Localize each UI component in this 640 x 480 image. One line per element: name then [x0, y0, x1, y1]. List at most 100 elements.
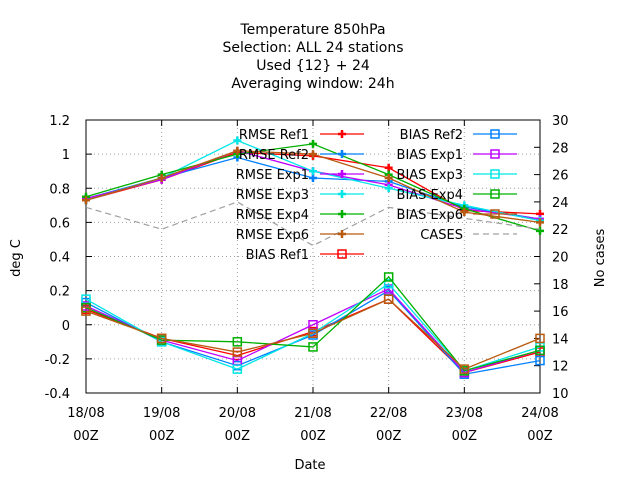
data-point — [383, 294, 394, 304]
data-point — [383, 272, 394, 282]
data-point — [309, 174, 317, 183]
legend-item: BIAS Exp4 — [397, 188, 517, 203]
y-tick-label: 0.2 — [49, 285, 70, 300]
y-tick-label: -0.4 — [45, 387, 70, 402]
title-line: Used {12} + 24 — [256, 58, 370, 74]
y2-tick-label: 14 — [552, 332, 569, 347]
x-tick-label-time: 00Z — [73, 429, 99, 444]
series-lines — [81, 136, 545, 379]
data-point — [232, 364, 243, 374]
data-point — [460, 208, 469, 217]
legend-item: RMSE Ref2 — [239, 148, 364, 163]
y2-tick-label: 24 — [552, 196, 569, 211]
legend-item: RMSE Exp1 — [236, 168, 364, 183]
legend-label: RMSE Exp6 — [236, 228, 309, 243]
data-point — [338, 170, 346, 178]
legend-item: BIAS Exp1 — [397, 148, 517, 163]
series-bias-exp6 — [81, 294, 545, 374]
data-point — [157, 174, 166, 183]
data-point — [536, 226, 544, 235]
series-line — [85, 298, 541, 370]
data-point — [308, 328, 318, 339]
legend-item: RMSE Exp3 — [236, 188, 364, 203]
data-point — [536, 218, 544, 227]
data-point — [338, 190, 346, 198]
series-rmse-exp6 — [82, 146, 544, 227]
data-point — [459, 364, 470, 374]
y2-tick-label: 18 — [552, 278, 569, 293]
x-tick-label-time: 00Z — [149, 429, 175, 444]
data-point — [309, 150, 317, 159]
data-point — [156, 333, 167, 344]
legend-label: BIAS Ref2 — [400, 128, 463, 143]
data-point — [490, 169, 500, 179]
series-line — [85, 276, 541, 372]
legend-label: CASES — [420, 228, 463, 243]
data-point — [384, 163, 393, 172]
data-point — [490, 209, 500, 219]
data-point — [232, 337, 243, 347]
legend-label: RMSE Ref1 — [239, 128, 309, 143]
y2-tick-label: 22 — [552, 223, 569, 238]
y-tick-label: -0.2 — [45, 353, 70, 368]
legend-label: BIAS Exp1 — [397, 148, 463, 163]
data-point — [535, 355, 545, 366]
data-point — [535, 345, 545, 356]
y2-tick-label: 10 — [552, 387, 569, 402]
x-tick-label-date: 21/08 — [294, 406, 331, 421]
data-point — [338, 130, 346, 138]
title-line: Selection: ALL 24 stations — [222, 40, 403, 56]
legend-item: BIAS Ref2 — [400, 128, 517, 143]
legend-label: RMSE Ref2 — [239, 148, 309, 163]
series-bias-exp4 — [81, 272, 545, 376]
legend-item: BIAS Exp3 — [397, 168, 517, 183]
data-point — [384, 184, 393, 193]
legend-label: RMSE Exp1 — [236, 168, 309, 183]
axes: -0.4 -0.2 0 0.2 0.4 0.6 0.8 1 1.2 10 12 14 16 18 20 22 2… — [45, 114, 569, 444]
legend-item: BIAS Ref1 — [246, 248, 364, 263]
data-point — [82, 196, 90, 205]
legend-label: BIAS Ref1 — [246, 248, 309, 263]
data-point — [233, 136, 242, 145]
data-point — [338, 210, 346, 218]
y-tick-label: 1 — [62, 148, 70, 163]
data-point — [490, 129, 500, 139]
chart-title: Temperature 850hPa Selection: ALL 24 stat… — [222, 22, 403, 92]
legend-label: BIAS Exp3 — [397, 168, 463, 183]
data-point — [338, 230, 346, 238]
y-tick-label: 0.4 — [49, 251, 70, 266]
x-tick-label-time: 00Z — [527, 429, 553, 444]
y2-tick-label: 20 — [552, 251, 569, 266]
x-tick-label-date: 23/08 — [446, 406, 483, 421]
y2-tick-label: 26 — [552, 169, 569, 184]
title-line: Temperature 850hPa — [239, 22, 385, 38]
x-tick-label-date: 20/08 — [219, 406, 256, 421]
data-point — [308, 342, 318, 352]
y-tick-label: 0.8 — [49, 182, 70, 197]
y2-tick-label: 30 — [552, 114, 569, 129]
y2-tick-label: 12 — [552, 360, 569, 375]
x-tick-label-time: 00Z — [300, 429, 326, 444]
data-point — [384, 174, 393, 183]
legend-item: BIAS Exp6 — [397, 208, 517, 223]
legend-label: BIAS Exp6 — [397, 208, 463, 223]
data-point — [383, 279, 394, 289]
x-tick-label-date: 19/08 — [143, 406, 180, 421]
legend-label: BIAS Exp4 — [397, 188, 463, 203]
legend: RMSE Ref1 RMSE Ref2 RMSE Exp1 RMSE Exp3 RMSE… — [236, 128, 517, 263]
title-line: Averaging window: 24h — [231, 76, 394, 92]
y-tick-label: 0.6 — [49, 216, 70, 231]
y2-tick-label: 16 — [552, 305, 569, 320]
legend-label: RMSE Exp3 — [236, 188, 309, 203]
x-tick-label-date: 22/08 — [370, 406, 407, 421]
legend-item: RMSE Exp6 — [236, 228, 364, 243]
data-point — [535, 333, 545, 344]
x-tick-label-date: 24/08 — [521, 406, 558, 421]
data-point — [490, 189, 500, 199]
data-point — [490, 149, 500, 159]
x-tick-label-time: 00Z — [225, 429, 251, 444]
data-point — [309, 139, 317, 148]
data-point — [232, 347, 243, 357]
x-axis-label: Date — [294, 458, 325, 473]
